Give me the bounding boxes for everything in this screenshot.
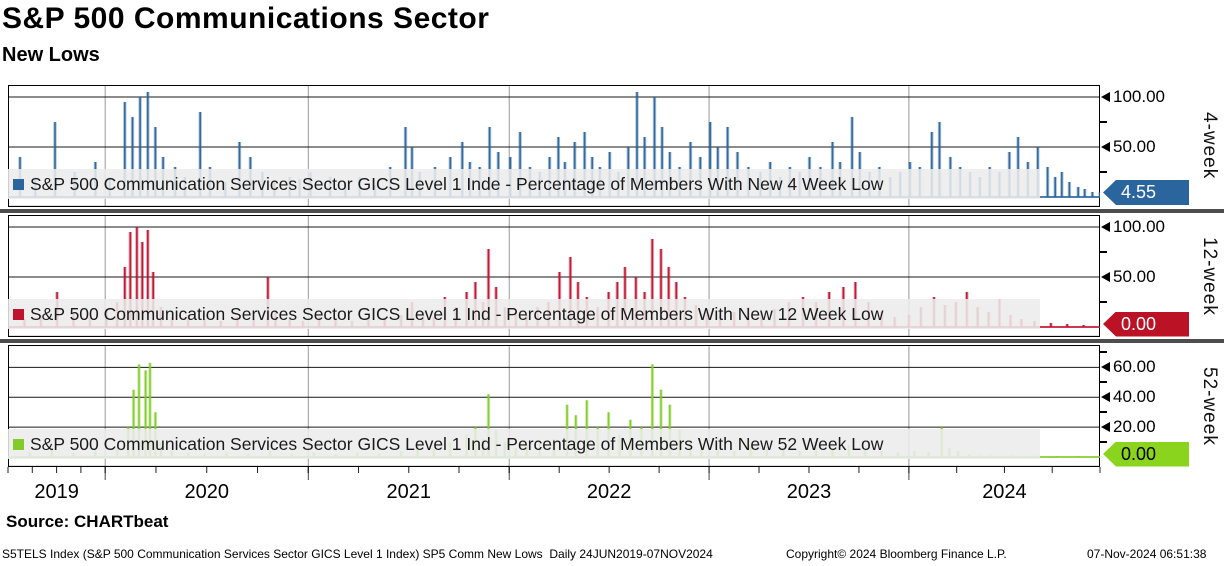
y-tick-arrow-icon xyxy=(1101,142,1110,152)
x-axis-year-label: 2022 xyxy=(586,481,632,503)
y-tick-arrow-icon xyxy=(1101,272,1110,282)
legend-12-week: S&P 500 Communication Services Sector GI… xyxy=(8,299,1040,329)
x-axis-year-label: 2021 xyxy=(386,481,432,503)
last-value-badge: 0.00 xyxy=(1103,441,1189,467)
footer-timestamp: 07-Nov-2024 06:51:38 xyxy=(1087,547,1207,561)
chart-panels: S&P 500 Communication Services Sector GI… xyxy=(0,85,1224,467)
y-tick-arrow-icon xyxy=(1101,92,1110,102)
footer-security-info: S5TELS Index (S&P 500 Communication Serv… xyxy=(2,547,713,561)
x-axis-year-label: 2024 xyxy=(982,481,1027,503)
legend-swatch-icon xyxy=(13,178,24,190)
panel-12-week: S&P 500 Communication Services Sector GI… xyxy=(0,215,1224,337)
source-line: Source: CHARTbeat xyxy=(6,512,169,531)
footer-copyright: Copyright© 2024 Bloomberg Finance L.P. xyxy=(786,547,1007,561)
y-minor-tick xyxy=(1100,351,1107,354)
x-axis-ticks xyxy=(7,467,1101,480)
y-minor-tick xyxy=(1100,441,1107,444)
x-axis-year-label: 2020 xyxy=(184,481,229,503)
legend-swatch-icon xyxy=(13,438,24,450)
page-subtitle: New Lows xyxy=(2,44,100,66)
y-tick-label: 100.00 xyxy=(1113,87,1165,106)
legend-label: S&P 500 Communication Services Sector GI… xyxy=(30,173,884,194)
y-tick-label: 40.00 xyxy=(1113,387,1156,407)
legend-4-week: S&P 500 Communication Services Sector GI… xyxy=(8,169,1040,199)
panel-52-week: S&P 500 Communication Services Sector GI… xyxy=(0,345,1224,467)
x-axis-year-label: 2019 xyxy=(34,481,79,503)
y-minor-tick xyxy=(1100,301,1107,303)
y-axis-52-week: 20.00 40.00 60.00 xyxy=(1100,345,1196,467)
panel-axis-title: 12-week xyxy=(1199,236,1220,316)
y-minor-tick xyxy=(1100,171,1107,173)
y-tick-arrow-icon xyxy=(1101,222,1110,232)
last-value-badge: 4.55 xyxy=(1103,179,1189,205)
y-tick-arrow-icon xyxy=(1101,422,1110,433)
legend-label: S&P 500 Communication Services Sector GI… xyxy=(30,303,884,324)
x-axis-year-label: 2023 xyxy=(786,481,832,503)
legend-label: S&P 500 Communication Services Sector GI… xyxy=(30,433,884,454)
y-tick-label: 60.00 xyxy=(1113,357,1156,377)
panel-axis-title: 4-week xyxy=(1199,112,1220,180)
x-axis: 2019 2020 2021 2022 2023 2024 xyxy=(0,467,1224,517)
y-axis-12-week: 50.00 100.00 xyxy=(1100,215,1196,337)
panel-separator xyxy=(0,337,1224,345)
y-tick-label: 50.00 xyxy=(1113,267,1156,286)
panel-4-week: S&P 500 Communication Services Sector GI… xyxy=(0,85,1224,207)
last-value-badge: 0.00 xyxy=(1103,311,1189,337)
y-minor-tick xyxy=(1100,121,1107,123)
y-minor-tick xyxy=(1100,381,1107,384)
y-tick-arrow-icon xyxy=(1101,392,1110,403)
panel-axis-title: 52-week xyxy=(1199,366,1220,446)
y-tick-arrow-icon xyxy=(1101,362,1110,373)
page-title: S&P 500 Communications Sector xyxy=(2,2,490,35)
y-tick-label: 100.00 xyxy=(1113,217,1165,236)
y-axis-4-week: 50.00 100.00 xyxy=(1100,85,1196,207)
y-tick-label: 50.00 xyxy=(1113,137,1156,156)
legend-52-week: S&P 500 Communication Services Sector GI… xyxy=(8,429,1040,459)
panel-separator xyxy=(0,207,1224,215)
y-minor-tick xyxy=(1100,251,1107,253)
y-minor-tick xyxy=(1100,411,1107,414)
legend-swatch-icon xyxy=(13,308,24,320)
y-tick-label: 20.00 xyxy=(1113,417,1156,437)
